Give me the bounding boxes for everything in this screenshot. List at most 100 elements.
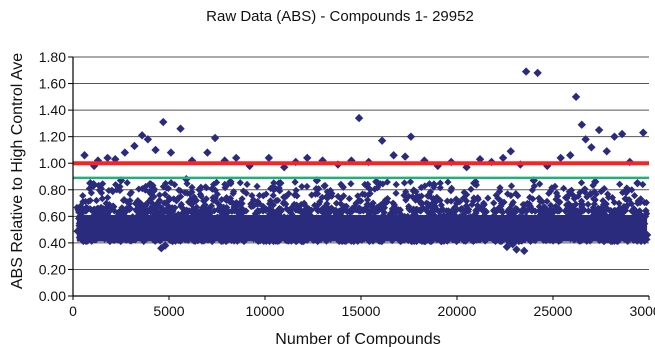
data-point: [339, 182, 347, 190]
data-point: [132, 206, 140, 214]
data-point: [137, 199, 145, 208]
data-point: [111, 155, 120, 164]
data-point: [589, 228, 597, 236]
data-point: [176, 124, 185, 133]
data-point: [299, 211, 307, 220]
data-point: [628, 207, 636, 215]
data-point: [94, 226, 102, 234]
data-point: [274, 232, 283, 240]
data-point: [396, 206, 404, 214]
data-point: [389, 206, 397, 214]
data-point: [462, 217, 471, 225]
data-point: [110, 235, 118, 243]
data-point: [243, 180, 251, 188]
data-point: [350, 216, 358, 224]
data-point: [412, 236, 420, 244]
data-point: [230, 237, 238, 245]
data-point: [412, 188, 420, 196]
data-point: [412, 227, 420, 235]
data-point: [314, 221, 322, 229]
data-point: [392, 180, 400, 189]
data-point: [509, 198, 517, 206]
data-point: [512, 245, 521, 254]
data-point: [319, 215, 327, 223]
data-point: [125, 230, 133, 239]
data-point: [205, 205, 213, 213]
data-point: [585, 236, 593, 244]
data-point: [103, 153, 112, 163]
data-point: [422, 206, 430, 214]
data-point: [630, 236, 638, 245]
data-point: [254, 237, 262, 246]
data-point: [340, 192, 348, 200]
data-point: [136, 207, 145, 215]
x-tick-label: 10000: [246, 303, 285, 319]
data-point: [506, 205, 514, 214]
data-point: [577, 179, 586, 187]
data-point: [212, 214, 220, 222]
data-point: [165, 202, 173, 210]
data-point: [73, 203, 81, 212]
data-point: [377, 136, 387, 145]
data-point: [425, 180, 434, 188]
data-point: [283, 205, 291, 213]
data-point: [322, 237, 331, 245]
data-point: [448, 207, 456, 215]
data-point: [591, 177, 600, 187]
data-point: [618, 188, 627, 197]
data-point: [572, 207, 580, 215]
data-point: [165, 194, 173, 202]
data-point: [383, 178, 391, 186]
data-point: [104, 193, 112, 202]
data-point: [250, 202, 258, 210]
data-point: [105, 203, 113, 211]
data-point: [334, 192, 342, 200]
data-point: [369, 237, 377, 245]
data-point: [167, 218, 175, 226]
data-point: [354, 237, 362, 245]
data-point: [508, 226, 516, 234]
data-point: [177, 192, 185, 201]
data-point: [596, 206, 604, 214]
data-point: [238, 213, 246, 221]
data-point: [361, 227, 370, 236]
data-point: [131, 230, 139, 238]
data-point: [640, 237, 649, 245]
data-point: [458, 204, 466, 213]
data-point: [520, 234, 529, 242]
data-point: [591, 196, 599, 204]
data-point: [423, 199, 431, 208]
data-point: [112, 181, 120, 189]
data-point: [285, 207, 293, 215]
data-point: [291, 178, 299, 186]
data-point: [343, 207, 351, 215]
data-point: [408, 193, 417, 201]
data-point: [275, 211, 283, 219]
data-point: [414, 196, 423, 205]
data-point: [95, 186, 104, 194]
data-point: [501, 215, 509, 223]
data-point: [610, 198, 618, 206]
data-point: [499, 223, 508, 231]
data-point: [546, 234, 554, 242]
data-point: [421, 182, 429, 190]
data-point: [253, 182, 261, 190]
data-point: [506, 218, 514, 226]
data-point: [548, 184, 556, 192]
data-point: [429, 194, 438, 203]
data-point: [468, 223, 477, 232]
data-point: [114, 218, 122, 226]
data-point: [203, 148, 212, 157]
data-point: [436, 179, 444, 187]
data-point: [372, 177, 381, 187]
data-point: [197, 183, 205, 191]
data-point: [598, 186, 607, 194]
data-point: [278, 219, 286, 227]
y-tick-label: 1.60: [39, 76, 66, 92]
data-point: [329, 224, 337, 232]
data-point: [355, 204, 363, 212]
data-point: [536, 197, 544, 205]
data-point: [109, 202, 117, 210]
data-point: [505, 222, 513, 230]
data-point: [207, 232, 215, 240]
